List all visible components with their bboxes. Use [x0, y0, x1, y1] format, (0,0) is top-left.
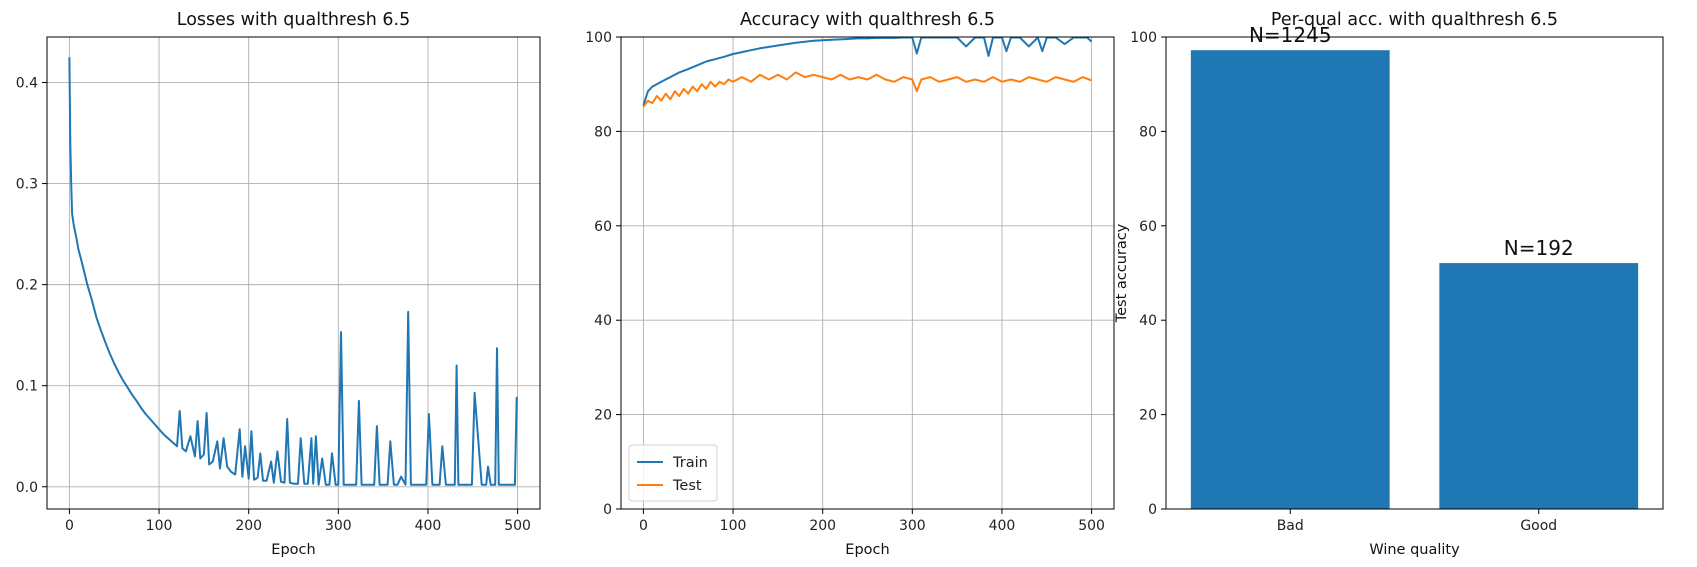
x-tick-label: 100: [720, 518, 747, 534]
y-tick-label: 40: [594, 313, 612, 329]
y-axis-label: Test accuracy: [1114, 223, 1130, 323]
y-tick-label: 100: [585, 30, 612, 46]
x-tick-label: 500: [1078, 518, 1105, 534]
x-tick-label: 0: [65, 518, 74, 534]
x-tick-label: 300: [325, 518, 352, 534]
legend-label: Test: [672, 478, 702, 494]
x-axis-label: Epoch: [845, 542, 889, 558]
x-tick-label: 300: [899, 518, 926, 534]
x-axis-label: Wine quality: [1369, 542, 1460, 558]
y-tick-label: 80: [594, 124, 612, 140]
chart-title: Accuracy with qualthresh 6.5: [740, 10, 995, 30]
bar-annotation: N=192: [1504, 236, 1574, 260]
y-tick-label: 60: [1139, 219, 1157, 235]
y-tick-label: 0.3: [16, 177, 38, 193]
y-tick-label: 0.4: [16, 75, 38, 91]
y-tick-label: 80: [1139, 124, 1157, 140]
x-tick-label: 0: [639, 518, 648, 534]
chart-title: Losses with qualthresh 6.5: [177, 10, 410, 30]
x-tick-label: 200: [235, 518, 262, 534]
x-axis-label: Epoch: [271, 542, 315, 558]
legend: Train Test: [628, 444, 718, 502]
series-line-1: [68, 57, 518, 486]
series-line-test: [642, 71, 1092, 108]
x-tick-label: 500: [504, 518, 531, 534]
chart-panel-2: 0 100 200 300 400 500 Train Test 0 20 40 60 80 100 Acc…: [585, 10, 1115, 558]
y-tick-label: 0.2: [16, 278, 38, 294]
legend-box: [628, 444, 718, 502]
axes-frame: [620, 36, 1115, 510]
x-tick-label: 400: [989, 518, 1016, 534]
y-tick-label: 0.0: [16, 480, 38, 496]
y-tick-label: 0: [1148, 502, 1157, 518]
axes-frame: [46, 36, 541, 510]
y-tick-label: 0.1: [16, 379, 38, 395]
y-tick-label: 20: [1139, 408, 1157, 424]
legend-label: Train: [672, 455, 708, 471]
x-tick-label: Bad: [1277, 518, 1304, 534]
bar-good: [1439, 263, 1639, 509]
y-tick-label: 0: [603, 502, 612, 518]
y-tick-label: 20: [594, 408, 612, 424]
chart-panel-1: 0 100 200 300 400 500 0.0 0.1 0.2 0.3 0.4 Losses wi…: [16, 10, 541, 558]
bar-bad: [1190, 50, 1390, 509]
y-tick-label: 40: [1139, 313, 1157, 329]
y-tick-label: 100: [1130, 30, 1157, 46]
axes-frame: [1165, 36, 1664, 510]
chart-panel-3: N=1245 Bad N=192 Good 0 20 40 60 80 100 Per-qual a…: [1114, 10, 1664, 558]
x-tick-label: 400: [415, 518, 442, 534]
series-line-train: [642, 36, 1093, 106]
chart-title: Per-qual acc. with qualthresh 6.5: [1271, 10, 1558, 30]
bar-annotation: N=1245: [1249, 23, 1332, 47]
x-tick-label: Good: [1520, 518, 1557, 534]
y-tick-label: 60: [594, 219, 612, 235]
x-tick-label: 200: [809, 518, 836, 534]
x-tick-label: 100: [146, 518, 173, 534]
